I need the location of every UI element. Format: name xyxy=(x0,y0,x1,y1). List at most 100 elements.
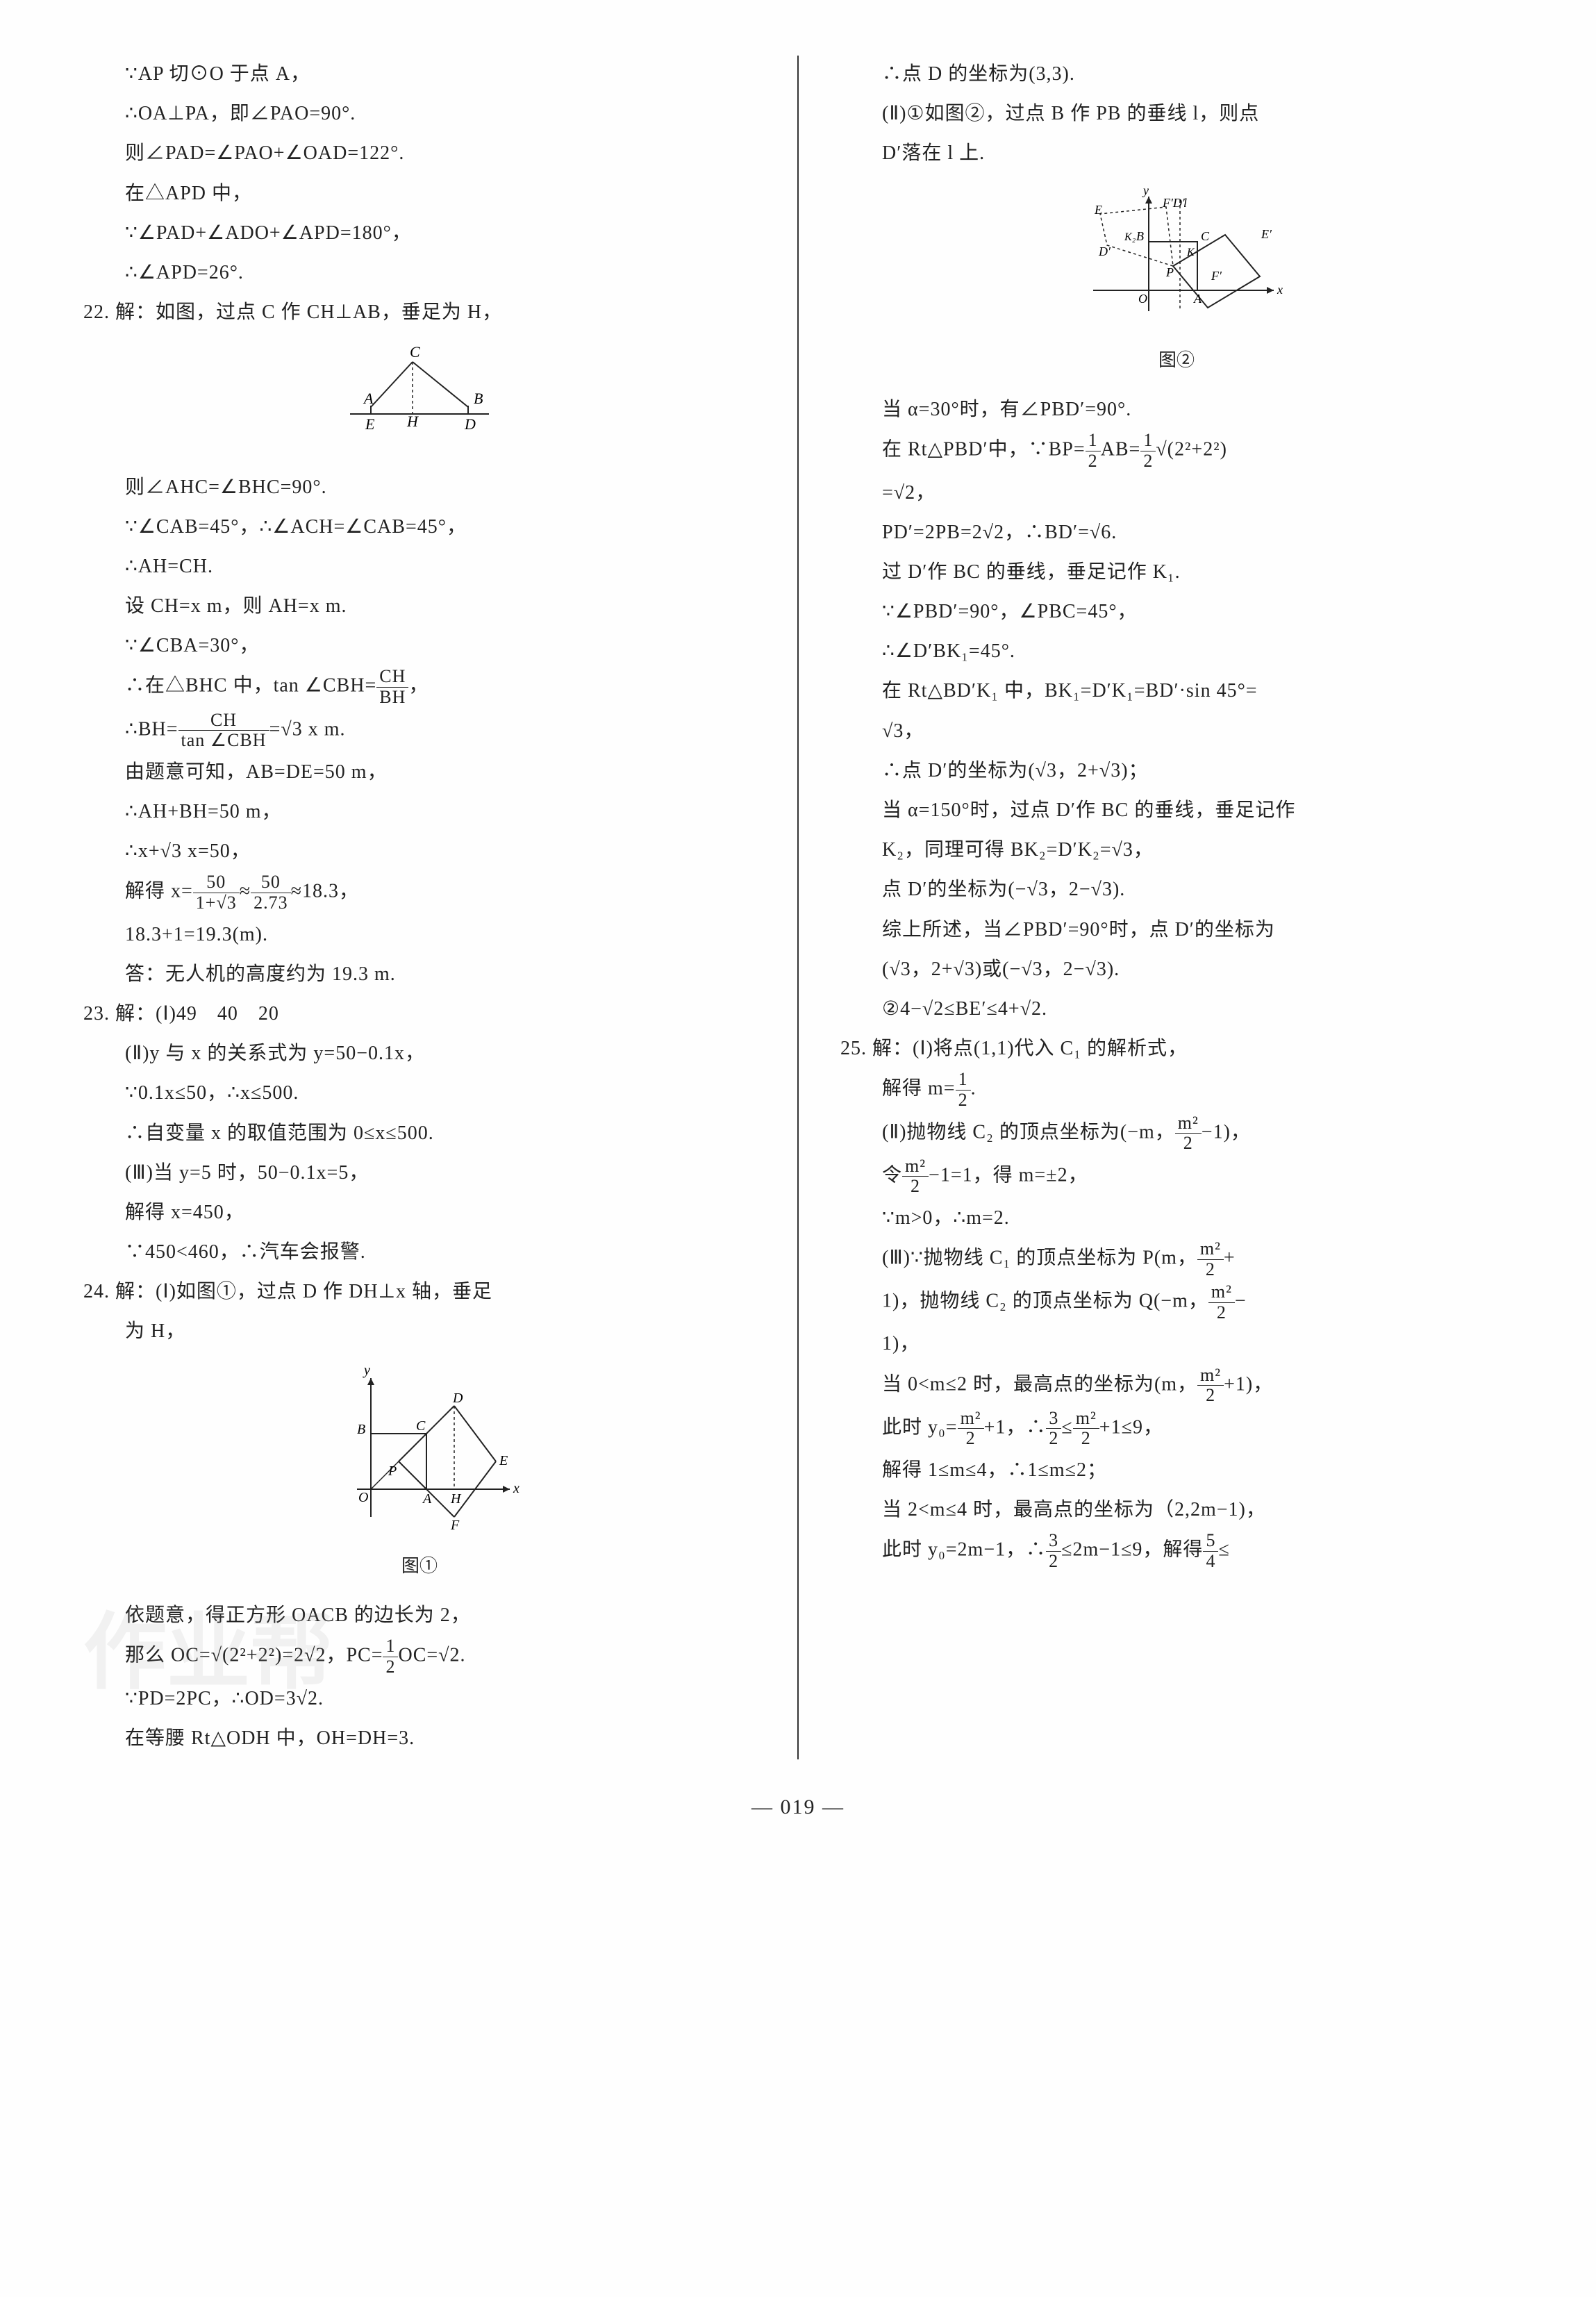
svg-text:B: B xyxy=(357,1422,365,1437)
svg-text:D: D xyxy=(452,1391,463,1406)
frac-pre: (Ⅱ)抛物线 C₂ 的顶点坐标为(−m， xyxy=(882,1121,1175,1143)
text-line: ∴AH+BH=50 m， xyxy=(83,793,756,830)
text-line: ∴∠D′BK₁=45°. xyxy=(840,633,1513,670)
svg-text:C: C xyxy=(1201,229,1210,243)
svg-text:H: H xyxy=(450,1491,462,1507)
svg-text:y: y xyxy=(363,1364,370,1378)
frac-mid: ≈ xyxy=(240,881,251,902)
text-line: 当 α=30°时，有∠PBD′=90°. xyxy=(840,391,1513,428)
svg-text:D′: D′ xyxy=(1098,244,1111,258)
frac-post: ≈18.3， xyxy=(291,881,359,902)
text-line: ∴自变量 x 的取值范围为 0≤x≤500. xyxy=(83,1115,756,1152)
svg-text:A: A xyxy=(1193,292,1202,306)
svg-text:B: B xyxy=(1136,229,1144,243)
frac-mid: +1，∴ xyxy=(984,1416,1047,1438)
frac-pre: 当 0<m≤2 时，最高点的坐标为(m， xyxy=(882,1373,1197,1395)
frac-post: +1≤9， xyxy=(1099,1416,1163,1438)
text-line-frac: 在 Rt△PBD′中，∵BP=12AB=12√(2²+2²) xyxy=(840,431,1513,471)
svg-text:A: A xyxy=(363,390,374,407)
text-line: 在△APD 中， xyxy=(83,175,756,212)
q22-diagram: C A H B E D xyxy=(83,345,756,454)
text-line-frac: 令m²2−1=1，得 m=±2， xyxy=(840,1156,1513,1197)
svg-text:E′: E′ xyxy=(1261,227,1272,241)
frac-pre: (Ⅲ)∵抛物线 C₁ 的顶点坐标为 P(m， xyxy=(882,1247,1197,1269)
text-line: √3， xyxy=(840,713,1513,749)
text-line: ∴x+√3 x=50， xyxy=(83,833,756,870)
fraction: m²2 xyxy=(1175,1113,1202,1154)
svg-text:E: E xyxy=(365,415,375,433)
text-line: 综上所述，当∠PBD′=90°时，点 D′的坐标为 xyxy=(840,911,1513,948)
frac-post: + xyxy=(1224,1247,1236,1269)
frac-post: ≤ xyxy=(1218,1539,1229,1561)
text-line-frac: 此时 y₀=m²2+1，∴32≤m²2+1≤9， xyxy=(840,1409,1513,1449)
text-line: ∵∠PBD′=90°，∠PBC=45°， xyxy=(840,593,1513,630)
frac-post: −1)， xyxy=(1202,1121,1251,1143)
frac-pre: 此时 y₀=2m−1，∴ xyxy=(882,1539,1046,1561)
text-line-frac: ∴在△BHC 中，tan ∠CBH=CHBH， xyxy=(83,667,756,707)
svg-text:K₂: K₂ xyxy=(1124,231,1136,243)
text-line: ∵450<460，∴汽车会报警. xyxy=(83,1234,756,1270)
svg-text:H: H xyxy=(406,413,419,430)
frac-pre: 在 Rt△PBD′中，∵BP= xyxy=(882,439,1086,461)
frac-post: ， xyxy=(408,675,429,697)
text-line: 在 Rt△BD′K₁ 中，BK₁=D′K₁=BD′·sin 45°= xyxy=(840,672,1513,709)
text-line: 解得 x=450， xyxy=(83,1194,756,1231)
frac-post: . xyxy=(971,1078,976,1100)
fraction: CHBH xyxy=(376,667,408,707)
fraction: m²2 xyxy=(1073,1409,1099,1449)
svg-text:P: P xyxy=(1165,265,1174,279)
text-line-frac: 此时 y₀=2m−1，∴32≤2m−1≤9，解得54≤ xyxy=(840,1531,1513,1571)
text-line: 18.3+1=19.3(m). xyxy=(83,916,756,953)
text-line: ∵∠CBA=30°， xyxy=(83,627,756,664)
fraction: m²2 xyxy=(1208,1282,1235,1322)
text-line: ∵AP 切⊙O 于点 A， xyxy=(83,56,756,92)
column-divider xyxy=(797,56,799,1759)
svg-text:F′: F′ xyxy=(1211,269,1222,283)
text-line: 当 α=150°时，过点 D′作 BC 的垂线，垂足记作 xyxy=(840,792,1513,829)
svg-text:P: P xyxy=(388,1463,397,1479)
fraction: 501+√3 xyxy=(193,872,240,913)
frac-pre: 令 xyxy=(882,1164,902,1186)
text-line: 答：无人机的高度约为 19.3 m. xyxy=(83,956,756,993)
text-line: ∴AH=CH. xyxy=(83,548,756,585)
svg-text:F: F xyxy=(450,1518,460,1531)
text-line: (√3，2+√3)或(−√3，2−√3). xyxy=(840,951,1513,988)
text-line: 设 CH=x m，则 AH=x m. xyxy=(83,588,756,624)
text-line: 当 2<m≤4 时，最高点的坐标为（2,2m−1)， xyxy=(840,1491,1513,1528)
q23-label: 23. 解：(Ⅰ)49 40 20 xyxy=(83,995,756,1032)
frac-pre: ∴在△BHC 中，tan ∠CBH= xyxy=(125,675,376,697)
text-line: ∵m>0，∴m=2. xyxy=(840,1200,1513,1236)
q24-label: 24. 解：(Ⅰ)如图①，过点 D 作 DH⊥x 轴，垂足 xyxy=(83,1273,756,1310)
fraction: 12 xyxy=(956,1070,971,1110)
text-line: ∴∠APD=26°. xyxy=(83,254,756,291)
text-line: K₂，同理可得 BK₂=D′K₂=√3， xyxy=(840,831,1513,868)
text-line-frac: (Ⅱ)抛物线 C₂ 的顶点坐标为(−m，m²2−1)， xyxy=(840,1113,1513,1154)
frac-pre: 1)，抛物线 C₂ 的顶点坐标为 Q(−m， xyxy=(882,1291,1208,1312)
svg-text:A: A xyxy=(422,1491,432,1507)
svg-text:x: x xyxy=(513,1481,519,1496)
text-line: =√2， xyxy=(840,474,1513,511)
fraction: 12 xyxy=(1140,431,1156,471)
q25-label: 25. 解：(Ⅰ)将点(1,1)代入 C₁ 的解析式， xyxy=(840,1030,1513,1067)
fraction: 12 xyxy=(383,1636,398,1677)
text-line: (Ⅱ)①如图②，过点 B 作 PB 的垂线 l，则点 xyxy=(840,95,1513,132)
page-number: — 019 — xyxy=(83,1787,1513,1827)
text-line-frac: 那么 OC=√(2²+2²)=2√2，PC=12OC=√2. xyxy=(83,1636,756,1677)
frac-pre: 此时 y₀= xyxy=(882,1416,958,1438)
text-line: 1)， xyxy=(840,1325,1513,1362)
text-line: (Ⅲ)当 y=5 时，50−0.1x=5， xyxy=(83,1154,756,1191)
q22-label: 22. 解：如图，过点 C 作 CH⊥AB，垂足为 H， xyxy=(83,294,756,331)
text-line-frac: 解得 x=501+√3≈502.73≈18.3， xyxy=(83,872,756,913)
text-line: ∵∠CAB=45°，∴∠ACH=∠CAB=45°， xyxy=(83,508,756,545)
text-line: ∵PD=2PC，∴OD=3√2. xyxy=(83,1680,756,1717)
frac-post: +1)， xyxy=(1224,1373,1273,1395)
svg-text:C: C xyxy=(410,345,420,360)
fraction: m²2 xyxy=(958,1409,984,1449)
svg-text:D: D xyxy=(464,415,476,433)
text-line: D′落在 l 上. xyxy=(840,135,1513,172)
text-line: ∴点 D 的坐标为(3,3). xyxy=(840,56,1513,92)
text-line: 则∠AHC=∠BHC=90°. xyxy=(83,469,756,506)
svg-text:O: O xyxy=(1138,292,1147,306)
frac-pre: 解得 m= xyxy=(882,1078,956,1100)
text-line: (Ⅱ)y 与 x 的关系式为 y=50−0.1x， xyxy=(83,1035,756,1072)
